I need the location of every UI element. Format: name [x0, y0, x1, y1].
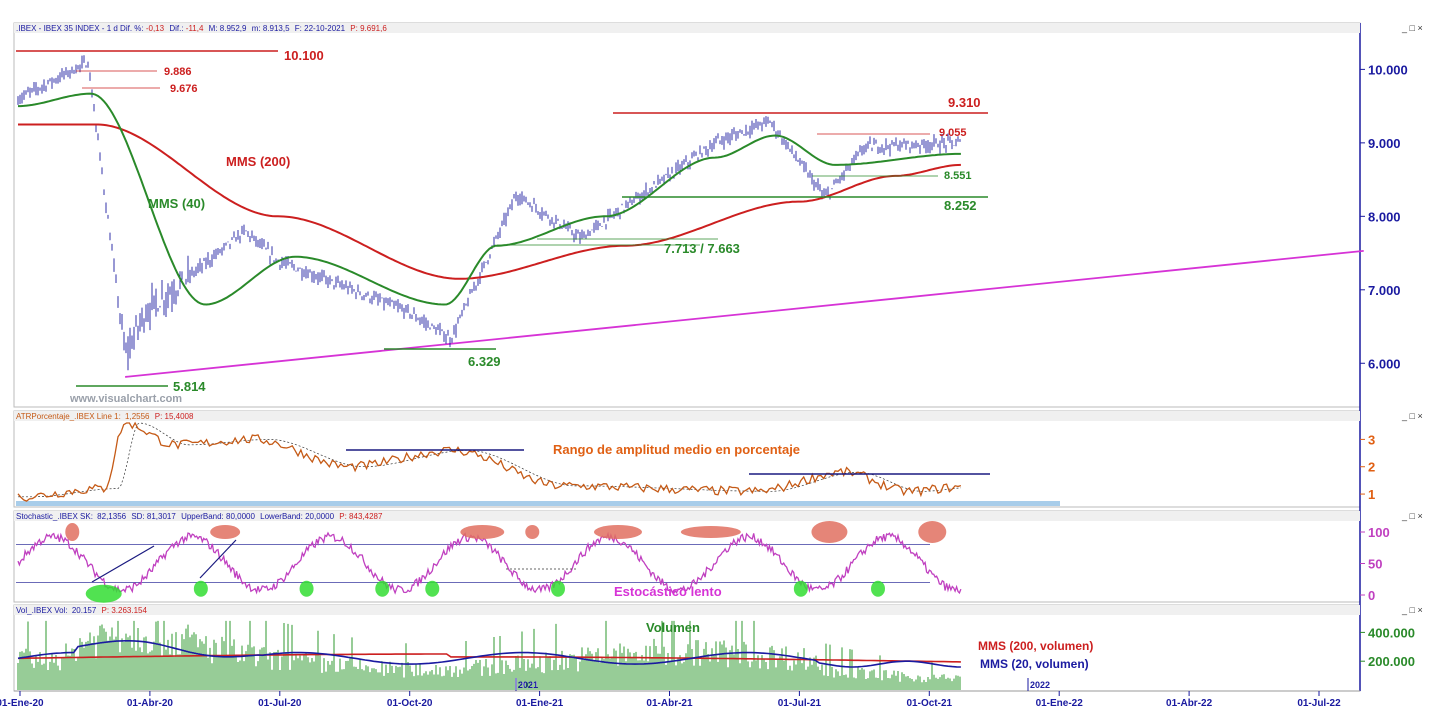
atr-header: ATRPorcentaje_.IBEX Line 1: 1,2556 P: 15…: [16, 412, 194, 421]
price-chart: [17, 55, 1364, 378]
x-tick-label: 01-Ene-21: [516, 698, 564, 709]
price-tick-label: 6.000: [1368, 356, 1401, 371]
vol-mms20-line: [17, 640, 961, 668]
atr-line: [17, 421, 962, 502]
indicator-annotations: Rango de amplitud medio en porcentaje Es…: [346, 442, 1093, 671]
atr-baseline: [16, 501, 1060, 506]
overbought-marker: [210, 525, 241, 539]
price-window-controls[interactable]: _ □ ×: [1401, 23, 1423, 33]
stoch-chart: [16, 521, 962, 603]
x-tick-label: 01-Ene-20: [0, 698, 44, 709]
vol-header-bar: [14, 605, 1360, 615]
level-9676-label: 9.676: [170, 83, 198, 95]
price-tick-label: 10.000: [1368, 62, 1408, 77]
level-9055-label: 9.055: [939, 127, 967, 139]
mms40-label: MMS (40): [148, 196, 205, 211]
oversold-marker: [425, 580, 440, 597]
atr-chart: [16, 421, 1060, 506]
stoch-tick-label: 100: [1368, 525, 1390, 540]
overbought-marker: [594, 525, 642, 539]
price-header: .IBEX - IBEX 35 INDEX - 1 d Dif. %: -0,1…: [16, 24, 387, 33]
year-marker-label: 2021: [518, 680, 538, 690]
atr-signal-line: [18, 422, 961, 498]
x-tick-label: 01-Oct-21: [907, 698, 953, 709]
level-6329-label: 6.329: [468, 354, 501, 369]
level-9886-label: 9.886: [164, 66, 192, 78]
price-tick-label: 9.000: [1368, 136, 1401, 151]
atr-header-bar: [14, 411, 1360, 421]
overbought-marker: [460, 525, 505, 539]
oversold-marker: [793, 580, 808, 597]
atr-label: Rango de amplitud medio en porcentaje: [553, 442, 800, 457]
atr-tick-label: 2: [1368, 460, 1375, 475]
level-9310-label: 9.310: [948, 95, 981, 110]
price-header-bar: [14, 23, 1360, 33]
price-annotations: 10.100 9.886 9.676 9.310 9.055 8.551 8.2…: [16, 48, 988, 405]
axes: 10.000 9.000 8.000 7.000 6.000 3 2 1 100 50 0 400.0…: [0, 62, 1415, 709]
vol-mms200-line: [18, 653, 961, 663]
oversold-marker: [299, 580, 314, 597]
level-8551-label: 8.551: [944, 170, 972, 182]
overbought-marker: [811, 521, 848, 543]
price-tick-label: 8.000: [1368, 209, 1401, 224]
x-tick-label: 01-Ene-22: [1036, 698, 1084, 709]
x-tick-label: 01-Abr-22: [1166, 698, 1213, 709]
window-controls: _ □ × _ □ × _ □ × _ □ ×: [1401, 23, 1423, 615]
stoch-divergence-a: [91, 545, 155, 583]
vol-legend-200: MMS (200, volumen): [978, 639, 1093, 653]
trendline: [125, 249, 1364, 378]
vol-tick-label: 200.000: [1368, 654, 1415, 669]
mms200-line: [18, 123, 961, 280]
level-10100-label: 10.100: [284, 48, 324, 63]
x-tick-label: 01-Oct-20: [387, 698, 433, 709]
overbought-marker: [680, 526, 741, 538]
atr-panel: [13, 410, 1361, 508]
overbought-marker: [65, 523, 80, 541]
level-7713-label: 7.713 / 7.663: [664, 241, 740, 256]
oversold-marker: [193, 580, 208, 597]
oversold-marker: [375, 580, 390, 597]
stoch-window-controls[interactable]: _ □ ×: [1401, 511, 1423, 521]
volume-chart: [17, 620, 961, 690]
x-tick-label: 01-Abr-21: [646, 698, 693, 709]
year-marker-label: 2022: [1030, 680, 1050, 690]
x-tick-label: 01-Jul-22: [1297, 698, 1341, 709]
watermark: www.visualchart.com: [69, 393, 182, 405]
vol-legend-20: MMS (20, volumen): [980, 657, 1089, 671]
x-tick-label: 01-Jul-20: [258, 698, 302, 709]
oversold-marker: [85, 584, 122, 603]
atr-window-controls[interactable]: _ □ ×: [1401, 411, 1423, 421]
mms40-line: [18, 92, 961, 306]
stoch-tick-label: 50: [1368, 557, 1382, 572]
level-8252-label: 8.252: [944, 198, 977, 213]
x-tick-label: 01-Jul-21: [778, 698, 822, 709]
vol-label: Volumen: [646, 620, 700, 635]
price-bars: [17, 55, 961, 371]
atr-tick-label: 3: [1368, 432, 1375, 447]
stoch-label: Estocástico lento: [614, 584, 722, 599]
overbought-marker: [525, 525, 540, 539]
stoch-header: Stochastic_.IBEX SK: 82,1356 SD: 81,3017…: [16, 512, 383, 521]
panel-headers: .IBEX - IBEX 35 INDEX - 1 d Dif. %: -0,1…: [14, 23, 1360, 615]
stoch-tick-label: 0: [1368, 588, 1375, 603]
x-tick-label: 01-Abr-20: [127, 698, 174, 709]
oversold-marker: [871, 580, 885, 597]
price-tick-label: 7.000: [1368, 283, 1401, 298]
level-5814-label: 5.814: [173, 379, 206, 394]
atr-tick-label: 1: [1368, 487, 1375, 502]
price-panel: [13, 22, 1361, 408]
mms200-label: MMS (200): [226, 154, 290, 169]
stoch-divergence-b: [199, 539, 237, 579]
vol-tick-label: 400.000: [1368, 625, 1415, 640]
oversold-marker: [551, 580, 565, 597]
overbought-marker: [918, 521, 947, 543]
vol-header: Vol_.IBEX Vol: 20.157 P: 3.263.154: [16, 606, 147, 615]
vol-window-controls[interactable]: _ □ ×: [1401, 605, 1423, 615]
stoch-header-bar: [14, 511, 1360, 521]
